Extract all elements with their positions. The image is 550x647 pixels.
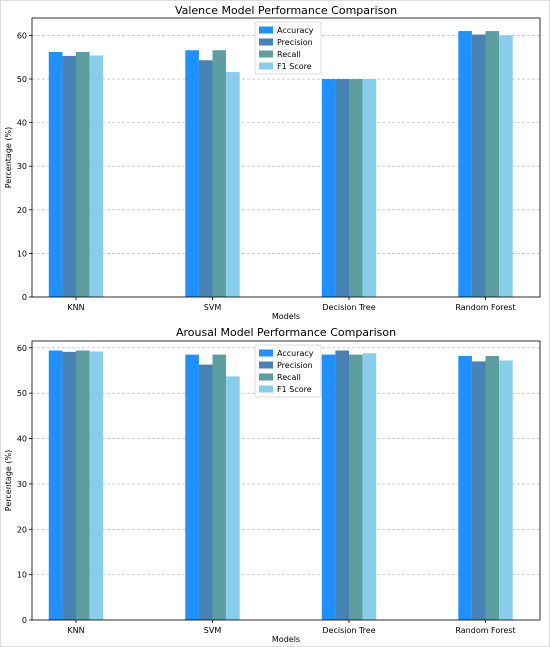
y-tick-label: 40 xyxy=(17,435,27,444)
legend-label-accuracy: Accuracy xyxy=(277,26,314,35)
legend-swatch-f1-score xyxy=(259,385,273,393)
legend-label-f1-score: F1 Score xyxy=(277,62,312,71)
plot-frame xyxy=(31,340,541,621)
bar-accuracy-random-forest xyxy=(458,31,472,297)
chart-panel-2: KNN SVM Decision Tree Random Forest 0 10 20 30 4… xyxy=(4,326,541,644)
legend-swatch-accuracy xyxy=(259,349,273,357)
y-tick-label: 20 xyxy=(17,206,27,215)
legend-box xyxy=(254,21,322,75)
y-tick-label: 60 xyxy=(17,344,27,353)
bar-accuracy-decision-tree xyxy=(321,79,336,297)
legend-label-precision: Precision xyxy=(277,38,313,47)
bar-precision-decision-tree xyxy=(335,79,349,297)
y-axis-label: Percentage (%) xyxy=(4,127,13,188)
bar-recall-svm xyxy=(212,50,227,298)
chart-panel-1: KNN SVM Decision Tree Random Forest 0 10 20 30 4… xyxy=(4,4,541,321)
legend-label-f1-score: F1 Score xyxy=(277,385,312,394)
bar-accuracy-svm xyxy=(185,354,199,620)
bar-f1-score-svm xyxy=(226,376,240,620)
bar-precision-random-forest xyxy=(471,361,486,620)
legend-swatch-precision xyxy=(259,361,273,369)
bar-precision-svm xyxy=(198,364,213,620)
bar-recall-decision-tree xyxy=(349,354,363,620)
legend: Accuracy Precision Recall F1 Score xyxy=(254,21,322,75)
y-tick-label: 30 xyxy=(17,480,27,489)
y-tick-label: 40 xyxy=(17,119,27,128)
bar-precision-knn xyxy=(62,55,76,298)
bar-f1-score-knn xyxy=(89,55,104,297)
x-tick-label: Random Forest xyxy=(455,626,515,635)
x-tick-label: KNN xyxy=(67,303,84,312)
x-tick-label: Random Forest xyxy=(455,303,515,312)
bar-precision-knn xyxy=(62,351,76,620)
bar-accuracy-knn xyxy=(48,350,63,620)
y-tick-label: 60 xyxy=(17,31,27,40)
x-tick-label: SVM xyxy=(204,303,222,312)
legend-swatch-f1-score xyxy=(259,62,273,70)
x-axis-label: Models xyxy=(272,312,300,321)
chart-title: Arousal Model Performance Comparison xyxy=(176,326,396,339)
bar-precision-decision-tree xyxy=(335,350,349,620)
y-tick-label: 30 xyxy=(17,162,27,171)
bar-precision-random-forest xyxy=(471,34,486,298)
legend-swatch-recall xyxy=(259,50,273,58)
y-tick-label: 0 xyxy=(22,293,27,302)
bar-recall-decision-tree xyxy=(349,79,363,297)
legend: Accuracy Precision Recall F1 Score xyxy=(254,344,322,398)
legend-label-recall: Recall xyxy=(277,373,301,382)
x-tick-label: Decision Tree xyxy=(322,303,375,312)
bar-accuracy-knn xyxy=(48,52,63,297)
bar-recall-knn xyxy=(76,350,90,620)
y-tick-label: 50 xyxy=(17,389,27,398)
bar-f1-score-knn xyxy=(89,351,104,620)
legend-swatch-accuracy xyxy=(259,26,273,34)
bar-f1-score-random-forest xyxy=(499,360,513,620)
legend-label-precision: Precision xyxy=(277,361,313,370)
y-tick-label: 0 xyxy=(22,616,27,625)
x-tick-label: SVM xyxy=(204,626,222,635)
bar-f1-score-decision-tree xyxy=(362,353,377,620)
bar-f1-score-random-forest xyxy=(499,35,513,297)
y-axis-label: Percentage (%) xyxy=(4,450,13,511)
x-axis-label: Models xyxy=(272,635,300,644)
y-tick-label: 10 xyxy=(17,249,27,258)
bar-accuracy-svm xyxy=(185,50,199,298)
legend-swatch-recall xyxy=(259,373,273,381)
y-tick-label: 10 xyxy=(17,571,27,580)
bar-recall-random-forest xyxy=(485,355,500,620)
x-tick-label: Decision Tree xyxy=(322,626,375,635)
bar-precision-svm xyxy=(198,60,213,298)
bar-recall-knn xyxy=(76,52,90,297)
legend-label-recall: Recall xyxy=(277,50,301,59)
plot-frame xyxy=(31,17,541,298)
legend-label-accuracy: Accuracy xyxy=(277,349,314,358)
bar-f1-score-svm xyxy=(226,72,240,298)
chart-title: Valence Model Performance Comparison xyxy=(175,4,397,17)
y-tick-label: 20 xyxy=(17,525,27,534)
legend-swatch-precision xyxy=(259,38,273,46)
y-tick-label: 50 xyxy=(17,75,27,84)
bar-f1-score-decision-tree xyxy=(362,79,377,297)
x-tick-label: KNN xyxy=(67,626,84,635)
bar-accuracy-random-forest xyxy=(458,355,472,620)
legend-box xyxy=(254,344,322,398)
bar-accuracy-decision-tree xyxy=(321,354,336,620)
bar-recall-svm xyxy=(212,354,227,620)
bar-recall-random-forest xyxy=(485,31,500,297)
